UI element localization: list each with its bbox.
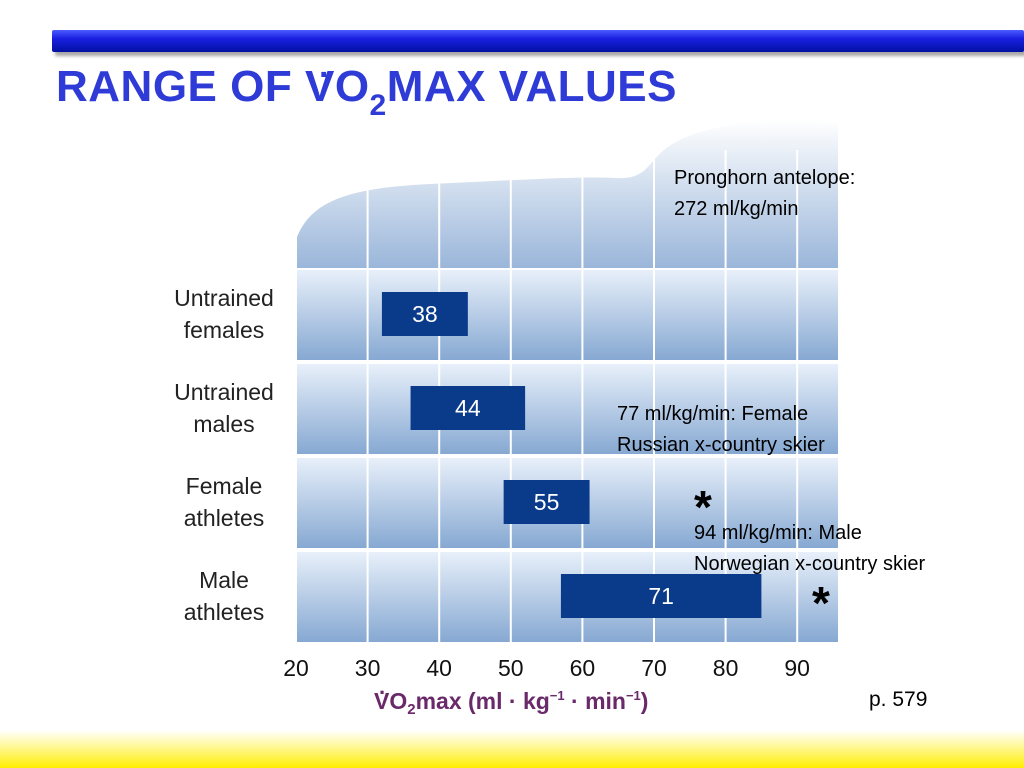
row-band [296, 364, 838, 454]
x-tick-label: 40 [426, 655, 452, 681]
x-tick-label: 30 [355, 655, 381, 681]
range-bar [410, 386, 526, 430]
female-skier-asterisk: * [694, 481, 712, 533]
category-labels: Untrained females Untrained males Female athl… [174, 285, 274, 625]
male-skier-annotation: 94 ml/kg/min: Male Norwegian x-country s… [694, 518, 925, 580]
bar-value-label: 71 [648, 583, 674, 609]
male-skier-line1: 94 ml/kg/min: Male [694, 522, 862, 544]
pronghorn-line1: Pronghorn antelope: [674, 167, 856, 189]
category-label-line1: Female [186, 473, 263, 499]
category-label-line1: Untrained [174, 285, 274, 311]
footer-gradient-bar [0, 730, 1024, 768]
x-tick-label: 70 [641, 655, 667, 681]
x-tick-labels: 20 30 40 50 60 70 80 90 [283, 655, 810, 681]
pronghorn-line2: 272 ml/kg/min [674, 198, 799, 220]
category-label-line1: Untrained [174, 379, 274, 405]
category-label-line2: athletes [184, 599, 265, 625]
male-skier-asterisk: * [812, 577, 830, 629]
female-skier-line1: 77 ml/kg/min: Female [617, 403, 809, 425]
page-reference: p. 579 [869, 688, 928, 711]
category-label-line1: Male [199, 567, 249, 593]
bar-value-label: 55 [534, 489, 560, 515]
x-tick-label: 90 [784, 655, 810, 681]
category-label-line2: females [184, 317, 265, 343]
title-vdot: V · [304, 56, 335, 111]
row-band [296, 270, 838, 360]
slide-title: RANGE OF V · O2MAX VALUES [56, 56, 677, 122]
x-tick-label: 20 [283, 655, 309, 681]
bar-value-label: 38 [412, 301, 438, 327]
x-tick-label: 60 [570, 655, 596, 681]
x-tick-label: 50 [498, 655, 524, 681]
pronghorn-annotation: Pronghorn antelope: 272 ml/kg/min [674, 163, 855, 225]
title-o: O [334, 62, 370, 111]
chart-cap-shape [296, 119, 838, 268]
female-skier-line2: Russian x-country skier [617, 434, 825, 456]
category-label-line2: males [193, 411, 254, 437]
range-bar [560, 574, 762, 618]
x-axis-label: V · O2max (ml · kg−1 · min−1) [374, 680, 649, 718]
male-skier-line2: Norwegian x-country skier [694, 553, 926, 575]
x-tick-label: 80 [713, 655, 739, 681]
range-bar [381, 292, 468, 336]
title-suffix: MAX VALUES [386, 62, 677, 111]
title-rule-bar [52, 30, 1024, 52]
bar-value-label: 44 [455, 395, 481, 421]
range-bar [503, 480, 590, 524]
title-subscript: 2 [369, 89, 387, 122]
range-bars: 38 44 55 71 [381, 292, 762, 618]
female-skier-annotation: 77 ml/kg/min: Female Russian x-country s… [617, 399, 825, 461]
category-label-line2: athletes [184, 505, 265, 531]
title-prefix: RANGE OF [56, 62, 305, 111]
